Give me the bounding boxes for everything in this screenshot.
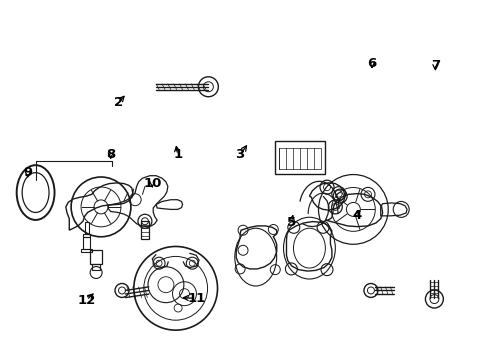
Text: 7: 7 — [431, 59, 440, 72]
Bar — [275, 140, 325, 175]
Text: 6: 6 — [368, 57, 376, 70]
Text: 1: 1 — [173, 148, 182, 161]
Text: 10: 10 — [143, 177, 161, 190]
Text: 3: 3 — [236, 148, 245, 161]
Text: 11: 11 — [187, 292, 205, 305]
Text: 12: 12 — [77, 294, 96, 307]
Text: 2: 2 — [114, 96, 122, 109]
Text: 8: 8 — [106, 148, 115, 161]
Text: 9: 9 — [23, 166, 32, 179]
Bar — [279, 148, 321, 169]
Text: 4: 4 — [353, 210, 362, 222]
Text: 5: 5 — [287, 216, 296, 229]
